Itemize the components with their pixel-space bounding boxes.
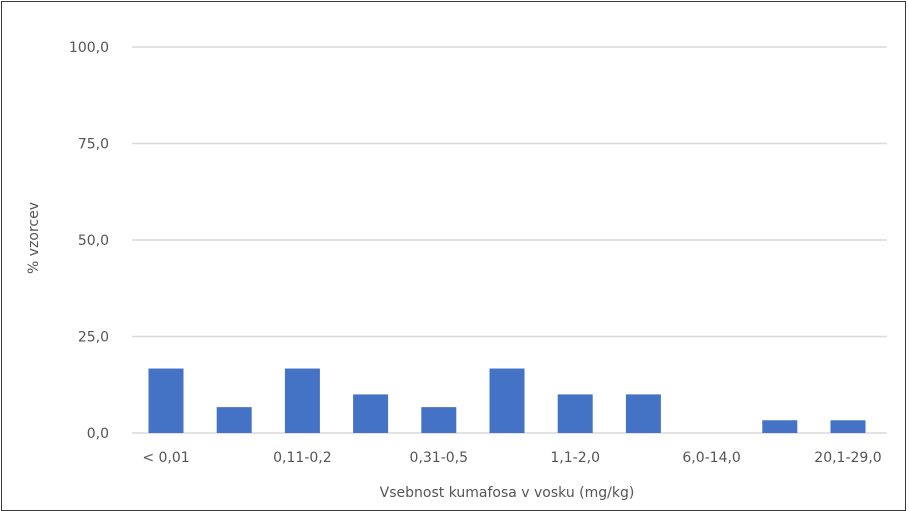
bars	[148, 368, 866, 433]
y-tick-label: 100,0	[69, 40, 109, 56]
bar	[830, 420, 866, 433]
x-tick-label: 0,11-0,2	[273, 450, 332, 466]
x-tick-label: 0,31-0,5	[410, 450, 469, 466]
y-tick-label: 0,0	[87, 426, 109, 442]
y-tick-label: 50,0	[78, 233, 109, 249]
y-axis-label: % vzorcev	[26, 202, 42, 274]
y-axis-ticks: 0,0 25,0 50,0 75,0 100,0	[69, 40, 109, 442]
y-tick-label: 75,0	[78, 137, 109, 153]
x-tick-label: 20,1-29,0	[814, 450, 881, 466]
bar	[284, 368, 320, 433]
x-tick-label: 6,0-14,0	[682, 450, 741, 466]
x-tick-label: 1,1-2,0	[550, 450, 600, 466]
bar	[353, 394, 389, 433]
x-axis-ticks: < 0,01 0,11-0,2 0,31-0,5 1,1-2,0 6,0-14,0 20,…	[142, 450, 881, 466]
gridlines	[132, 46, 887, 434]
y-tick-label: 25,0	[78, 330, 109, 346]
x-axis-label: Vsebnost kumafosa v vosku (mg/kg)	[380, 485, 635, 501]
bar	[489, 368, 525, 433]
bar	[421, 407, 457, 433]
bar	[762, 420, 798, 433]
bar	[557, 394, 593, 433]
bar	[216, 407, 252, 433]
bar	[625, 394, 661, 433]
bar	[148, 368, 184, 433]
x-tick-label: < 0,01	[142, 450, 189, 466]
